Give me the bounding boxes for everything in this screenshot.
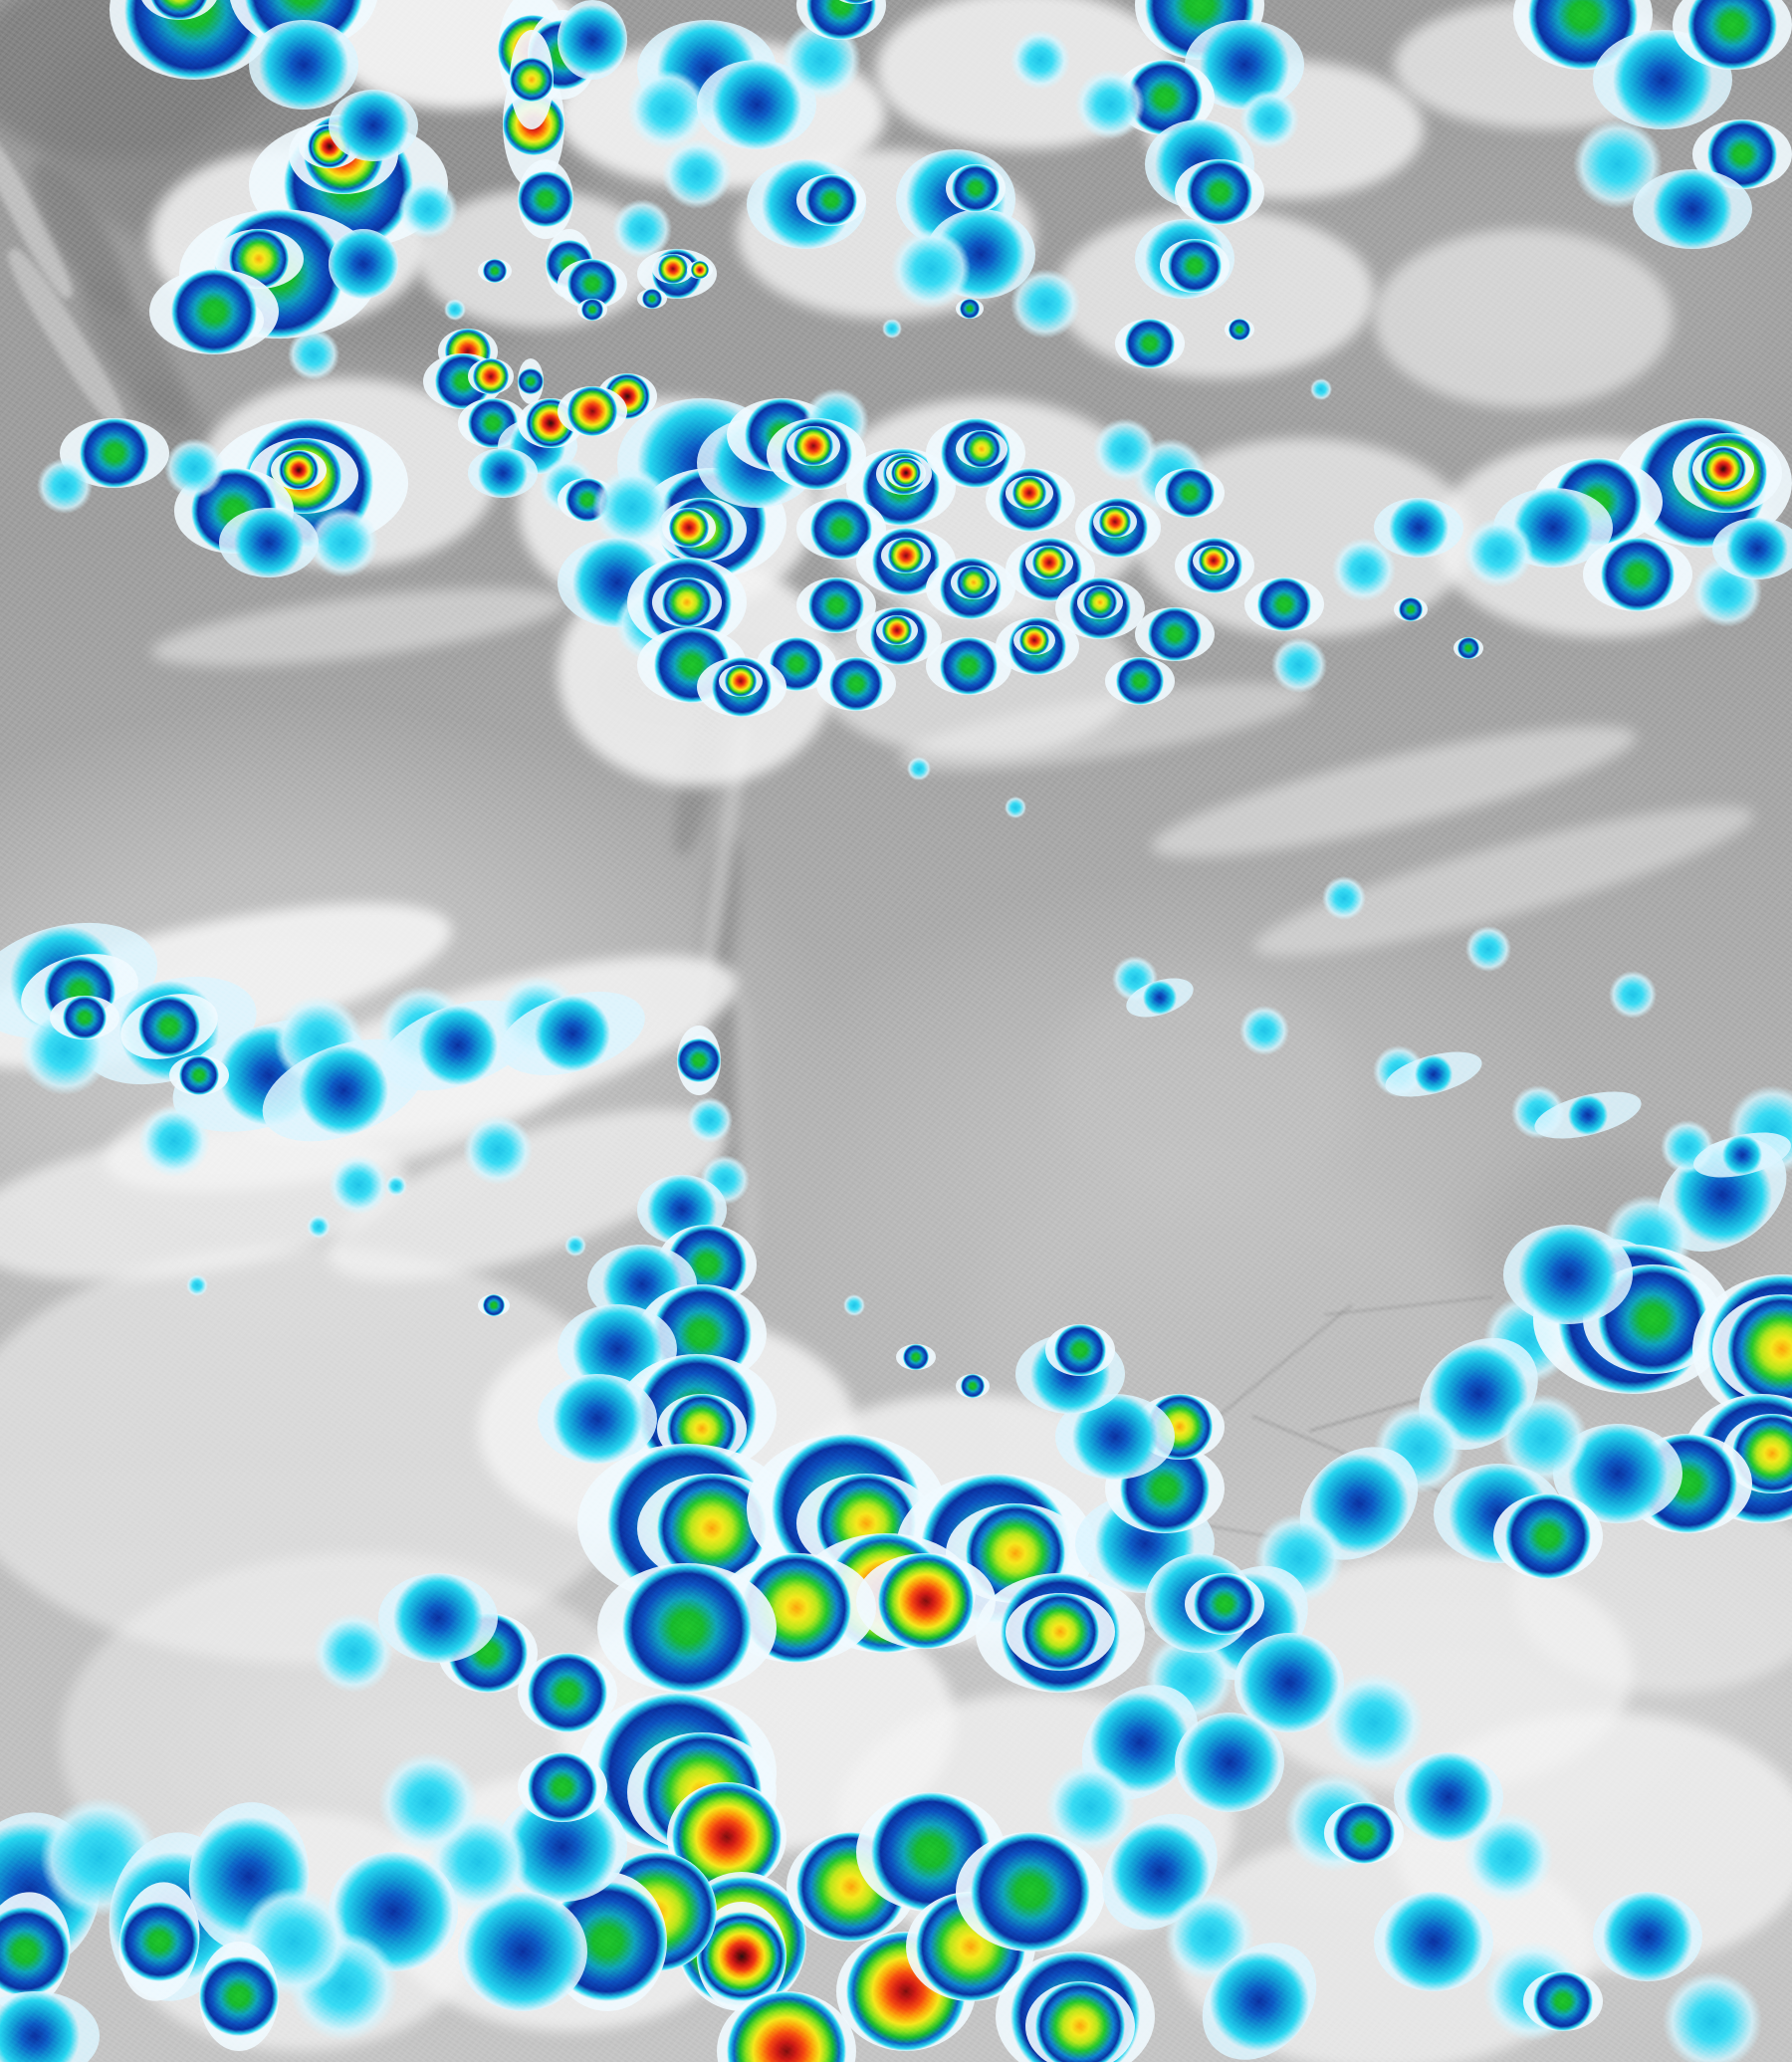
image-grain-overlay [0, 0, 1792, 2062]
satellite-image-canvas [0, 0, 1792, 2062]
